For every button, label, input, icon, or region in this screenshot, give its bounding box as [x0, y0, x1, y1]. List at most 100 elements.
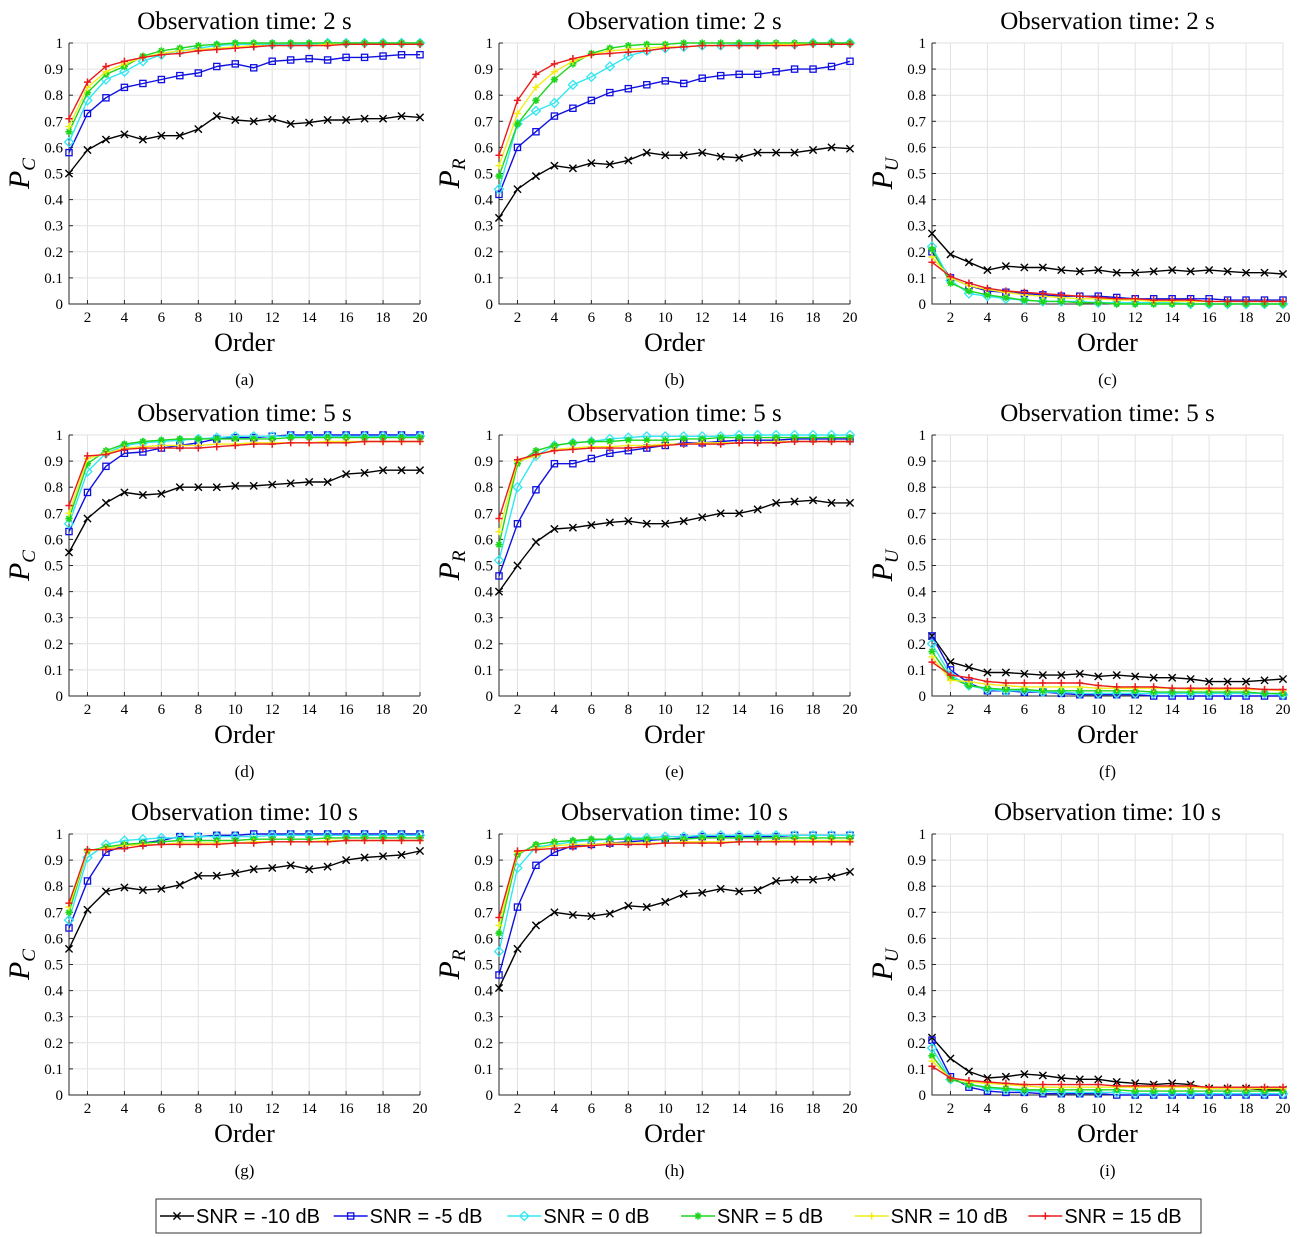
- subplot-i: 2 4 6 8 10 12 14 16 18 20 0 0.1 0.2 0.3 0.4 0.5 0.6 0.7 0.…: [866, 799, 1291, 1180]
- legend-entry: SNR = 0 dB: [507, 1206, 650, 1228]
- data-point: [606, 49, 614, 58]
- y-tick-label: 0.1: [474, 1062, 493, 1078]
- data-point: [1277, 1088, 1289, 1100]
- data-point: [213, 62, 221, 71]
- data-point: [1039, 289, 1047, 298]
- legend-label: SNR = 10 dB: [891, 1206, 1008, 1228]
- data-point: [494, 587, 504, 596]
- data-point: [249, 481, 258, 490]
- y-axis-label: PU: [866, 156, 903, 190]
- data-point: [1019, 294, 1030, 306]
- series-snr10db: [65, 437, 424, 517]
- data-point: [964, 258, 974, 267]
- series-line: [68, 469, 420, 553]
- data-point: [1111, 1087, 1123, 1098]
- data-point: [754, 434, 762, 442]
- data-point: [1092, 688, 1104, 699]
- y-tick-label: 1: [486, 428, 494, 444]
- data-point: [827, 872, 836, 882]
- x-tick-label: 18: [1239, 1101, 1254, 1117]
- data-point: [1002, 1084, 1010, 1093]
- data-point: [1037, 296, 1049, 307]
- series-snr15db: [65, 40, 424, 123]
- data-point: [360, 53, 369, 62]
- x-tick-label: 6: [1021, 310, 1029, 326]
- data-point: [138, 490, 147, 500]
- y-tick-label: 0.2: [44, 1036, 63, 1052]
- y-tick-label: 0.9: [907, 454, 926, 470]
- data-point: [101, 498, 111, 507]
- data-point: [790, 437, 799, 446]
- data-point: [1002, 685, 1010, 694]
- data-point: [753, 505, 762, 514]
- data-point: [606, 835, 614, 843]
- x-tick-label: 12: [695, 1101, 710, 1117]
- chart-title: Observation time: 10 s: [994, 799, 1221, 826]
- x-tick-label: 12: [265, 1101, 280, 1117]
- data-point: [1002, 293, 1010, 302]
- data-point: [550, 75, 559, 84]
- y-tick-label: 0.6: [907, 140, 926, 156]
- data-point: [983, 284, 992, 292]
- data-point: [717, 839, 725, 847]
- data-point: [1039, 1080, 1047, 1089]
- data-point: [513, 903, 522, 911]
- data-point: [360, 836, 369, 845]
- subplot-f: 2 4 6 8 10 12 14 16 18 20 0 0.1 0.2 0.3 0.4 0.5 0.6 0.7 0.…: [866, 400, 1291, 781]
- data-point: [846, 40, 854, 48]
- y-axis-label: PU: [866, 548, 903, 582]
- data-point: [63, 518, 75, 530]
- data-point: [735, 509, 744, 518]
- y-axis-label: PR: [433, 550, 470, 581]
- data-point: [250, 43, 258, 51]
- y-tick-label: 0.2: [44, 245, 63, 261]
- data-point: [531, 921, 541, 930]
- subplot-caption: (h): [665, 1161, 685, 1180]
- y-tick-label: 0.3: [474, 219, 493, 235]
- subplot-caption: (e): [665, 762, 684, 781]
- data-point: [397, 466, 406, 475]
- y-tick-label: 0: [919, 1088, 927, 1104]
- y-tick-label: 0.6: [44, 931, 63, 947]
- data-point: [661, 519, 670, 528]
- y-tick-label: 0.2: [474, 637, 493, 653]
- data-point: [83, 78, 92, 86]
- y-axis-label-main: P: [433, 170, 466, 189]
- data-point: [717, 42, 725, 50]
- x-tick-label: 8: [625, 702, 633, 718]
- data-point: [1113, 683, 1121, 691]
- data-point: [965, 279, 973, 287]
- data-point: [268, 440, 276, 448]
- data-point: [827, 143, 836, 152]
- x-tick-label: 14: [302, 310, 318, 326]
- data-point: [983, 1073, 992, 1083]
- data-point: [305, 439, 313, 447]
- data-point: [360, 114, 369, 123]
- x-tick-label: 14: [302, 1101, 318, 1117]
- series-snr-10db: [927, 229, 1288, 279]
- data-point: [965, 287, 973, 295]
- subplot-caption: (g): [235, 1161, 255, 1180]
- legend-label: SNR = 15 dB: [1064, 1206, 1181, 1228]
- data-point: [120, 130, 129, 139]
- data-point: [643, 81, 651, 89]
- data-point: [1020, 1080, 1028, 1089]
- data-point: [735, 834, 743, 842]
- data-point: [624, 84, 633, 93]
- subplot-grid: 2 4 6 8 10 12 14 16 18 2000.10.20.30.40.50.60.70.…: [3, 8, 1291, 1180]
- data-point: [64, 548, 74, 557]
- data-point: [680, 39, 688, 47]
- data-point: [569, 445, 577, 453]
- data-point: [827, 40, 836, 48]
- data-point: [120, 440, 129, 448]
- data-point: [1131, 672, 1140, 681]
- x-tick-label: 10: [658, 702, 673, 718]
- data-point: [790, 497, 799, 506]
- x-tick-label: 2: [84, 1101, 92, 1117]
- series-snr-10db: [64, 111, 425, 178]
- data-point: [495, 151, 503, 159]
- data-point: [1076, 679, 1084, 687]
- x-tick-label: 14: [1165, 310, 1181, 326]
- data-point: [772, 67, 780, 76]
- data-point: [717, 434, 725, 442]
